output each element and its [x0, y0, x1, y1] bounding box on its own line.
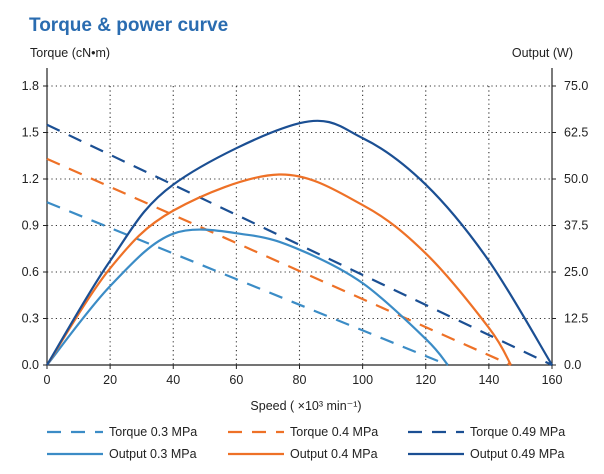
x-tick-label: 120 — [415, 373, 436, 387]
y-left-tick-label: 1.2 — [22, 172, 39, 186]
legend-label-torque-0-4-mpa: Torque 0.4 MPa — [290, 425, 378, 439]
x-tick-label: 80 — [293, 373, 307, 387]
x-tick-label: 0 — [44, 373, 51, 387]
y-right-tick-label: 75.0 — [564, 79, 588, 93]
y-left-tick-label: 1.8 — [22, 79, 39, 93]
legend: Torque 0.3 MPa Torque 0.4 MPa Torque 0.49 … — [47, 425, 565, 461]
y-left-tick-label: 0.0 — [22, 358, 39, 372]
y-left-tick-label: 1.5 — [22, 126, 39, 140]
series — [46, 119, 553, 367]
y-right-tick-label: 50.0 — [564, 172, 588, 186]
y-left-tick-label: 0.3 — [22, 312, 39, 326]
grid — [47, 85, 552, 365]
x-tick-label: 60 — [229, 373, 243, 387]
y-right-tick-label: 12.5 — [564, 312, 588, 326]
left-axis-label: Torque (cN•m) — [30, 46, 110, 60]
series-output-0-49-mpa — [46, 119, 553, 366]
legend-label-output-0-4-mpa: Output 0.4 MPa — [290, 447, 378, 461]
x-tick-label: 160 — [542, 373, 563, 387]
x-tick-label: 40 — [166, 373, 180, 387]
y-right-tick-label: 25.0 — [564, 265, 588, 279]
series-output-0-4-mpa — [46, 173, 512, 366]
legend-label-torque-0-3-mpa: Torque 0.3 MPa — [109, 425, 197, 439]
right-axis-label: Output (W) — [512, 46, 573, 60]
x-tick-label: 100 — [352, 373, 373, 387]
y-right-tick-label: 0.0 — [564, 358, 581, 372]
chart-title: Torque & power curve — [29, 15, 228, 36]
legend-label-torque-0-49-mpa: Torque 0.49 MPa — [470, 425, 565, 439]
series-torque-0-3-mpa — [46, 201, 449, 367]
legend-label-output-0-3-mpa: Output 0.3 MPa — [109, 447, 197, 461]
y-right-tick-label: 37.5 — [564, 219, 588, 233]
legend-label-output-0-49-mpa: Output 0.49 MPa — [470, 447, 565, 461]
series-torque-0-4-mpa — [46, 157, 512, 367]
series-output-0-3-mpa — [46, 228, 449, 366]
y-left-tick-label: 0.9 — [22, 219, 39, 233]
axes — [43, 68, 556, 369]
x-tick-label: 140 — [478, 373, 499, 387]
series-torque-0-49-mpa — [46, 123, 553, 366]
y-right-tick-label: 62.5 — [564, 126, 588, 140]
y-left-tick-label: 0.6 — [22, 265, 39, 279]
x-tick-label: 20 — [103, 373, 117, 387]
tick-labels: 0 20 40 60 80 100 120 140 1600.00.30.60.91.21.51… — [22, 79, 589, 387]
x-axis-label: Speed ( ×10³ min⁻¹) — [250, 399, 361, 413]
